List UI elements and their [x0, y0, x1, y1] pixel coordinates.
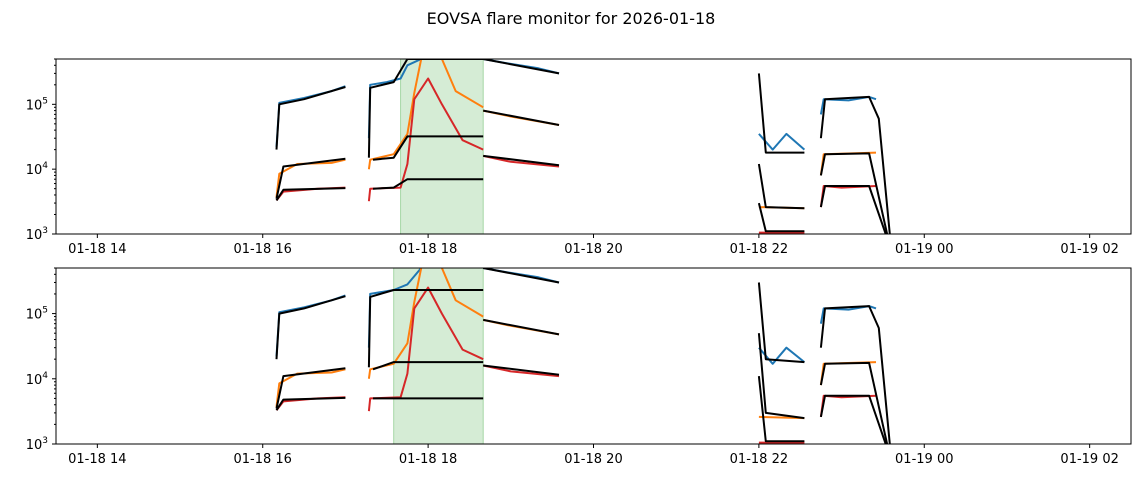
series-3-segment-4 [372, 361, 484, 371]
x-tick-label: 01-18 18 [399, 242, 457, 257]
series-3-segment-9 [483, 154, 560, 167]
x-tick-label: 01-19 02 [1060, 242, 1118, 257]
x-tick-label: 01-18 14 [68, 242, 126, 257]
series-1-segment-5 [819, 361, 877, 386]
plot-panel-bottom: 01-18 14 01-18 16 01-18 18 01-18 20 01-18 22… [26, 267, 1132, 467]
series-3-segment-4 [372, 135, 484, 161]
series-3-segment-1 [275, 157, 346, 199]
x-tick-label: 01-19 00 [895, 242, 953, 257]
series-3-segment-9 [757, 282, 805, 364]
series-3-segment-10 [757, 73, 805, 154]
y-tick-label: 103 [26, 226, 48, 243]
series-1-segment-2 [440, 59, 484, 109]
series-3-segment-7 [483, 318, 560, 336]
series-0-segment-0 [275, 294, 346, 357]
flare-span [400, 58, 484, 235]
series-3-segment-2 [275, 396, 346, 411]
plot-panel-top: 01-18 14 01-18 16 01-18 18 01-18 20 01-18 22… [26, 58, 1132, 257]
series-3-segment-14 [819, 394, 887, 444]
series-3-segment-1 [275, 367, 346, 409]
x-tick-label: 01-18 22 [730, 452, 788, 467]
series-3-segment-14 [819, 152, 889, 234]
series-3-segment-13 [819, 95, 891, 234]
series-0-segment-4 [819, 305, 877, 324]
x-tick-label: 01-18 20 [564, 242, 622, 257]
axes-frame [55, 267, 1132, 445]
series-3-segment-12 [819, 305, 891, 444]
series-3-segment-0 [275, 86, 346, 150]
y-tick-label: 105 [26, 96, 48, 113]
series-3-segment-3 [367, 59, 409, 158]
axes-frame [55, 58, 1132, 235]
x-tick-label: 01-19 02 [1060, 452, 1118, 467]
series-3-segment-2 [275, 187, 346, 201]
series-2-segment-4 [819, 185, 877, 208]
series-1-segment-1 [367, 268, 423, 379]
x-tick-label: 01-19 00 [895, 452, 953, 467]
x-tick-label: 01-18 16 [234, 242, 292, 257]
y-tick-label: 105 [26, 306, 48, 323]
series-3-segment-11 [757, 375, 805, 443]
series-3-segment-5 [372, 178, 484, 190]
x-tick-label: 01-18 22 [730, 242, 788, 257]
x-tick-label: 01-18 18 [399, 452, 457, 467]
series-3-segment-7 [483, 59, 560, 75]
series-3-segment-3 [367, 289, 484, 368]
series-3-segment-0 [275, 295, 346, 360]
series-1-segment-2 [440, 268, 484, 318]
series-group [275, 268, 891, 444]
series-3-segment-13 [819, 361, 889, 444]
x-tick-label: 01-18 20 [564, 452, 622, 467]
x-tick-label: 01-18 14 [68, 452, 126, 467]
flare-span [393, 267, 484, 445]
x-tick-label: 01-18 16 [234, 452, 292, 467]
series-group [275, 59, 891, 234]
figure-title: EOVSA flare monitor for 2026-01-18 [427, 9, 716, 28]
series-1-segment-1 [367, 59, 423, 170]
y-tick-label: 104 [26, 371, 49, 388]
series-3-segment-11 [757, 163, 805, 210]
y-tick-label: 103 [26, 436, 48, 453]
series-3-segment-6 [483, 268, 560, 284]
series-1-segment-5 [819, 151, 877, 176]
series-0-segment-0 [275, 85, 346, 148]
series-3-segment-8 [483, 364, 560, 376]
series-2-segment-4 [819, 394, 877, 418]
series-3-segment-8 [483, 109, 560, 126]
series-0-segment-4 [819, 95, 877, 115]
series-3-segment-15 [819, 185, 887, 234]
series-3-segment-10 [757, 333, 805, 420]
series-3-segment-12 [757, 202, 805, 233]
y-tick-label: 104 [26, 161, 49, 178]
